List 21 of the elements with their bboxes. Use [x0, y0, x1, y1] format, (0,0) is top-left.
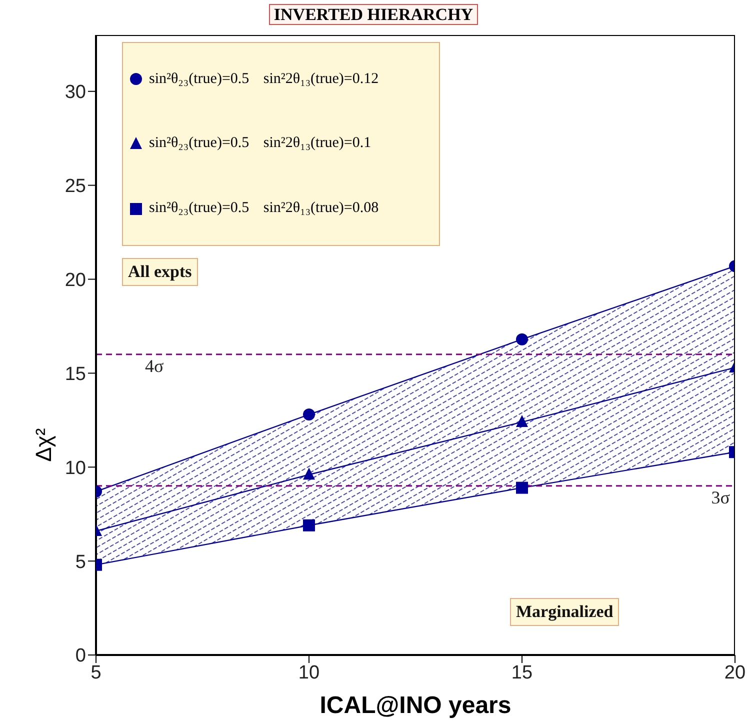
ref-line-label: 3σ [711, 488, 730, 508]
y-tick-label: 15 [64, 364, 86, 385]
y-tick-label: 25 [64, 176, 86, 198]
annotation: All expts [122, 258, 198, 286]
y-tick-label: 20 [64, 270, 86, 291]
y-axis-title: Δχ² [31, 428, 57, 462]
x-tick-label: 15 [511, 662, 533, 684]
legend-label: sin²θ₂₃(true)=0.5 sin²2θ₁₃(true)=0.1 [149, 135, 372, 152]
legend-label: sin²θ₂₃(true)=0.5 sin²2θ₁₃(true)=0.12 [149, 70, 379, 88]
x-axis-title: ICAL@INO years [318, 692, 512, 720]
y-tick-label: 5 [75, 552, 86, 573]
x-tick-label: 20 [724, 662, 746, 684]
annotation: Marginalized [510, 598, 620, 626]
y-tick-label: 30 [64, 82, 86, 104]
x-tick-label: 5 [90, 662, 102, 684]
ref-line-label: 4σ [145, 356, 164, 376]
y-tick-label: 0 [75, 646, 86, 667]
legend-label: sin²θ₂₃(true)=0.5 sin²2θ₁₃(true)=0.08 [149, 200, 379, 218]
x-tick-label: 10 [298, 662, 320, 684]
y-tick-label: 10 [64, 458, 86, 479]
chart-title: INVERTED HIERARCHY [268, 4, 478, 25]
